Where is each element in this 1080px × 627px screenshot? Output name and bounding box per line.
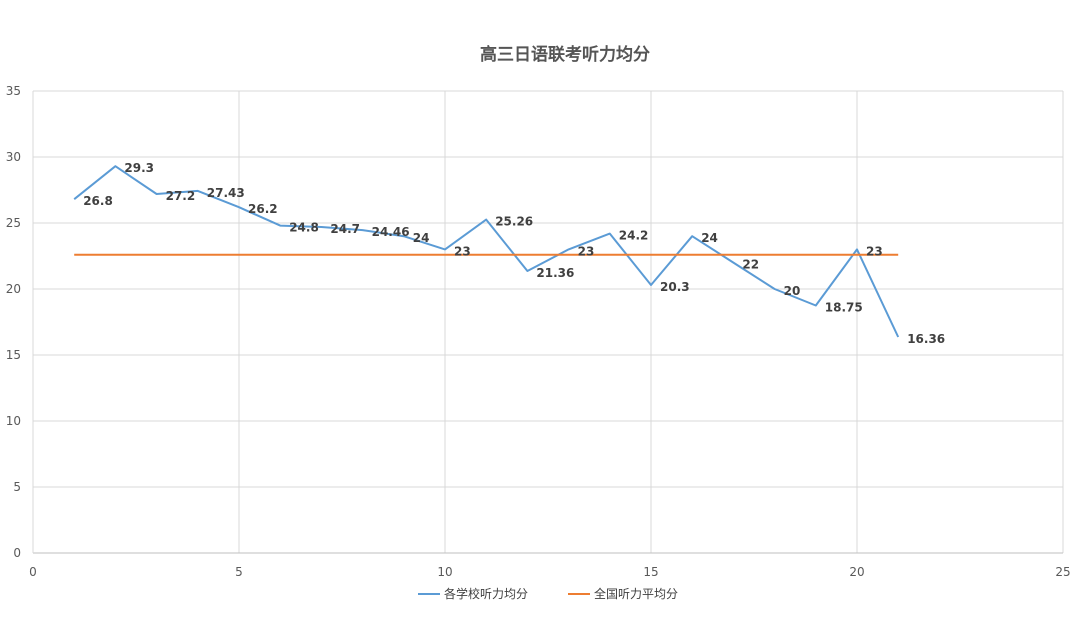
- data-label: 25.26: [495, 215, 533, 229]
- data-label: 23: [578, 244, 595, 258]
- y-tick-label: 25: [6, 216, 21, 230]
- legend-item: 全国听力平均分: [568, 586, 678, 601]
- data-label: 24.8: [289, 221, 319, 235]
- data-label: 27.2: [166, 189, 196, 203]
- grid-lines: [33, 90, 1064, 553]
- data-label: 18.75: [825, 301, 863, 315]
- data-label: 26.2: [248, 202, 278, 216]
- data-label: 22: [742, 258, 759, 272]
- series-layer: [73, 165, 900, 338]
- data-label: 23: [866, 244, 883, 258]
- x-tick-label: 20: [849, 565, 864, 579]
- legend-item: 各学校听力均分: [418, 586, 528, 601]
- chart-title: 高三日语联考听力均分: [480, 45, 650, 65]
- x-tick-label: 5: [235, 565, 243, 579]
- data-label: 24.2: [619, 229, 649, 243]
- data-label: 20.3: [660, 280, 690, 294]
- data-label: 26.8: [83, 194, 113, 208]
- data-label: 24.46: [372, 225, 410, 239]
- y-tick-label: 15: [6, 348, 21, 362]
- data-label: 21.36: [536, 266, 574, 280]
- data-label: 24.7: [330, 222, 360, 236]
- y-tick-label: 10: [6, 414, 21, 428]
- y-tick-label: 30: [6, 150, 21, 164]
- data-label: 24: [413, 231, 430, 245]
- x-tick-label: 10: [437, 565, 452, 579]
- data-label: 27.43: [207, 186, 245, 200]
- axes: 0 5 10 15 20 25 30 35 0 5 10 15 20 25: [6, 84, 1071, 579]
- x-tick-label: 15: [643, 565, 658, 579]
- data-label: 20: [784, 284, 801, 298]
- school-average-line: [73, 165, 900, 338]
- legend-label: 各学校听力均分: [444, 586, 528, 601]
- data-label: 24: [701, 231, 718, 245]
- y-tick-label: 20: [6, 282, 21, 296]
- legend: 各学校听力均分 全国听力平均分: [418, 586, 678, 601]
- x-tick-label: 25: [1055, 565, 1070, 579]
- y-tick-label: 35: [6, 84, 21, 98]
- x-tick-label: 0: [29, 565, 37, 579]
- y-tick-label: 5: [13, 480, 21, 494]
- y-tick-label: 0: [13, 546, 21, 560]
- data-label: 16.36: [907, 332, 945, 346]
- data-label: 23: [454, 244, 471, 258]
- data-label: 29.3: [124, 161, 154, 175]
- legend-label: 全国听力平均分: [594, 586, 678, 601]
